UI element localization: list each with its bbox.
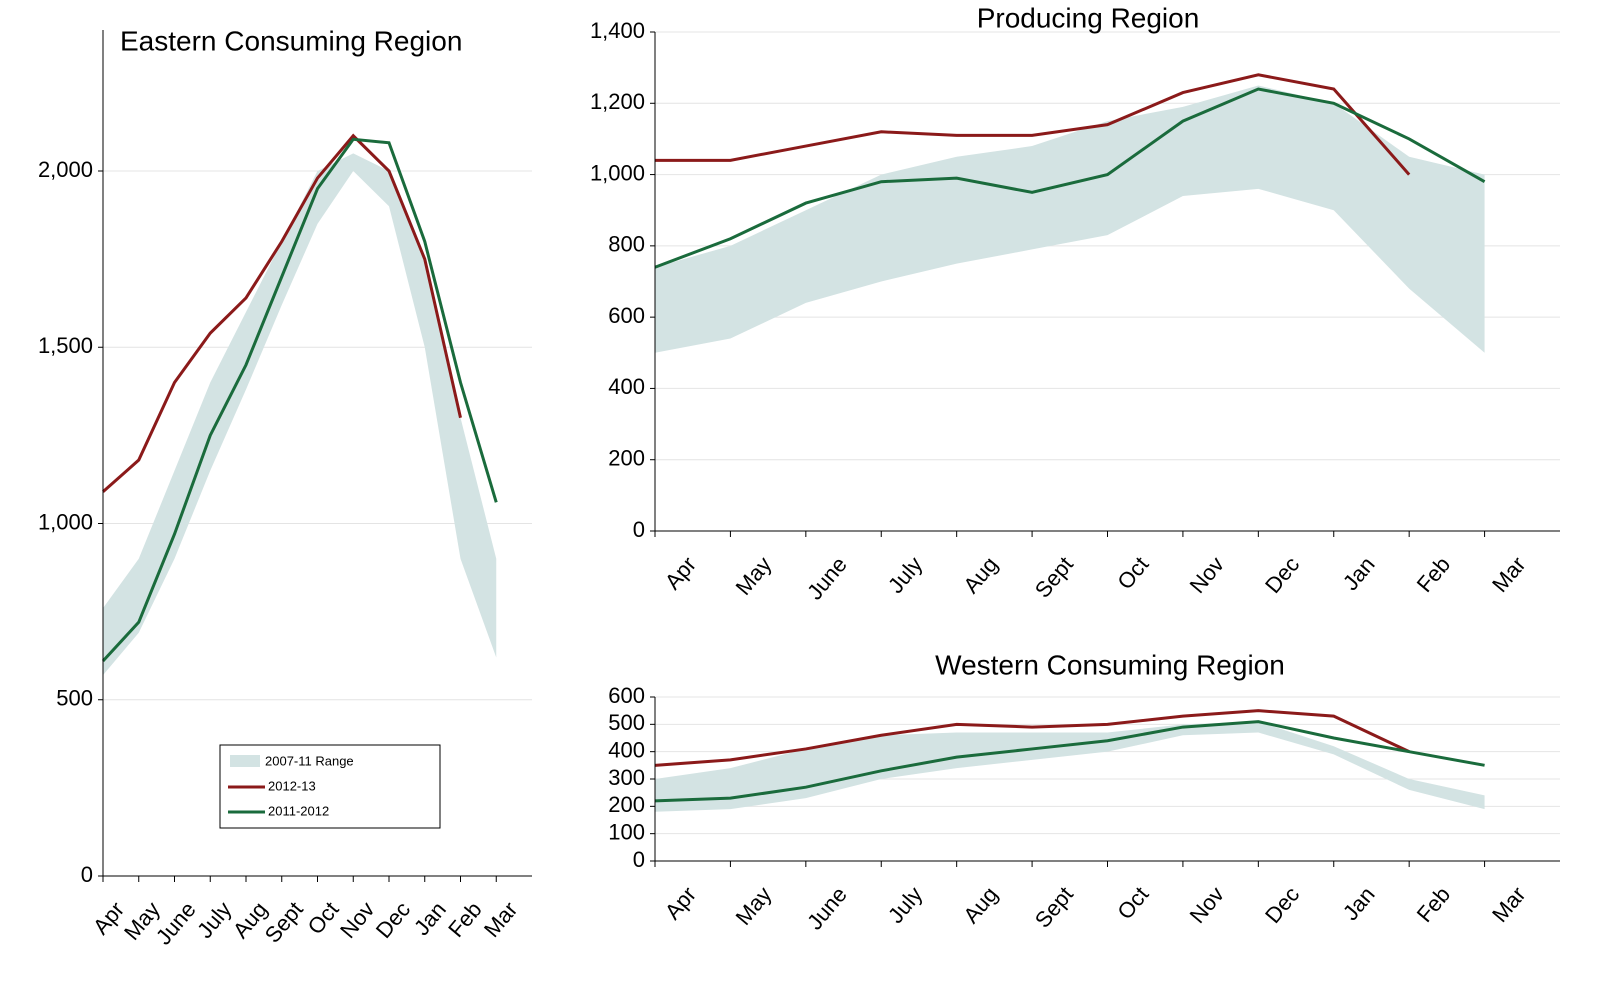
x-tick-label: Nov [335,897,379,943]
y-tick-label: 800 [608,232,645,257]
legend-swatch [230,755,260,767]
x-tick-label: May [731,552,777,600]
y-tick-label: 0 [633,517,645,542]
series-line [654,720,1485,803]
y-tick-label: 500 [608,710,645,735]
y-tick-label: 1,200 [590,89,645,114]
y-tick-label: 600 [608,303,645,328]
x-tick-label: Oct [1112,882,1153,924]
x-tick-label: Feb [1412,882,1456,927]
range-band [655,85,1485,353]
range-band [655,721,1485,812]
y-tick-label: 400 [608,374,645,399]
x-tick-label: July [883,552,927,598]
x-tick-label: Nov [1185,882,1229,928]
x-tick-label: Feb [1412,552,1456,597]
y-tick-label: 0 [81,862,93,887]
series-line [101,137,498,662]
x-tick-label: Jan [1338,882,1380,925]
x-tick-label: Jan [1338,552,1380,595]
y-tick-label: 2,000 [38,157,93,182]
x-tick-label: Apr [660,552,701,594]
x-tick-label: Sept [1030,552,1078,603]
y-tick-label: 200 [608,792,645,817]
y-tick-label: 0 [633,847,645,872]
legend-label: 2007-11 Range [265,753,354,768]
series-line [102,133,462,493]
x-tick-label: Mar [479,897,523,942]
legend-label: 2012-13 [268,778,316,793]
x-tick-label: Mar [1487,552,1531,597]
x-tick-label: Oct [1112,552,1153,594]
x-tick-label: Mar [1487,882,1531,927]
y-tick-label: 500 [56,686,93,711]
x-tick-label: Dec [1260,552,1304,598]
chart-title: Producing Region [977,2,1200,33]
y-tick-label: 100 [608,819,645,844]
x-tick-label: June [151,897,201,950]
x-tick-label: Jan [409,897,451,940]
y-tick-label: 1,000 [590,160,645,185]
x-tick-label: Aug [958,882,1002,928]
x-tick-label: July [192,897,236,943]
x-tick-label: Sept [1030,882,1078,933]
y-tick-label: 400 [608,737,645,762]
y-tick-label: 300 [608,765,645,790]
series-line [654,709,1410,767]
x-tick-label: June [802,882,852,935]
x-tick-label: May [731,882,777,930]
x-tick-label: Dec [1260,882,1304,928]
y-tick-label: 200 [608,446,645,471]
chart-title: Eastern Consuming Region [120,25,462,56]
range-band [103,153,497,676]
x-tick-label: Oct [303,897,344,939]
y-tick-label: 1,000 [38,509,93,534]
y-tick-label: 1,500 [38,333,93,358]
x-tick-label: Nov [1185,552,1229,598]
y-tick-label: 600 [608,683,645,708]
series-line [655,73,1411,176]
series-line [654,87,1486,269]
x-tick-label: July [883,882,927,928]
x-tick-label: Aug [958,552,1002,598]
chart-title: Western Consuming Region [935,649,1285,680]
x-tick-label: June [802,552,852,605]
legend-label: 2011-2012 [268,803,329,818]
x-tick-label: Feb [443,897,487,942]
x-tick-label: Apr [660,882,701,924]
x-tick-label: Sept [260,897,308,948]
x-tick-label: Dec [371,897,415,943]
y-tick-label: 1,400 [590,18,645,43]
